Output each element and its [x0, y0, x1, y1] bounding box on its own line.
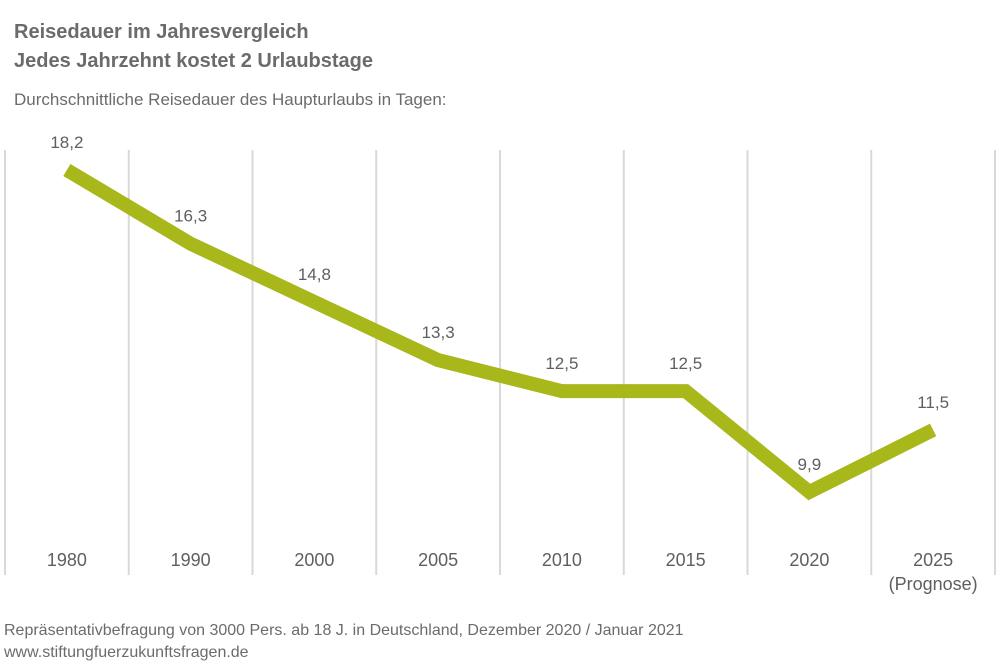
x-tick-label: 1980 — [47, 550, 87, 570]
x-tick-label: 2020 — [789, 550, 829, 570]
source-note: Repräsentativbefragung von 3000 Pers. ab… — [4, 622, 684, 639]
x-tick-sublabel: (Prognose) — [889, 574, 978, 594]
title-line-2: Jedes Jahrzehnt kostet 2 Urlaubstage — [14, 50, 374, 72]
x-tick-label: 2005 — [418, 550, 458, 570]
x-tick-label: 2015 — [666, 550, 706, 570]
x-tick-label: 2000 — [294, 550, 334, 570]
x-tick-label: 2025 — [913, 550, 953, 570]
data-label: 9,9 — [798, 455, 822, 474]
chart-title: Reisedauer im Jahresvergleich Jedes Jahr… — [14, 18, 373, 76]
title-line-1: Reisedauer im Jahresvergleich — [14, 21, 309, 43]
data-label: 18,2 — [50, 133, 83, 152]
data-label: 12,5 — [669, 354, 702, 373]
data-label: 12,5 — [545, 354, 578, 373]
chart-footer: Repräsentativbefragung von 3000 Pers. ab… — [4, 620, 684, 664]
source-url: www.stiftungfuerzukunftsfragen.de — [4, 644, 249, 661]
x-tick-label: 2010 — [542, 550, 582, 570]
chart-subtitle: Durchschnittliche Reisedauer des Hauptur… — [14, 90, 447, 109]
data-label: 14,8 — [298, 265, 331, 284]
data-label: 13,3 — [422, 323, 455, 342]
data-label: 11,5 — [917, 393, 949, 412]
data-label: 16,3 — [174, 207, 207, 226]
series-line — [63, 163, 937, 501]
x-tick-label: 1990 — [171, 550, 211, 570]
